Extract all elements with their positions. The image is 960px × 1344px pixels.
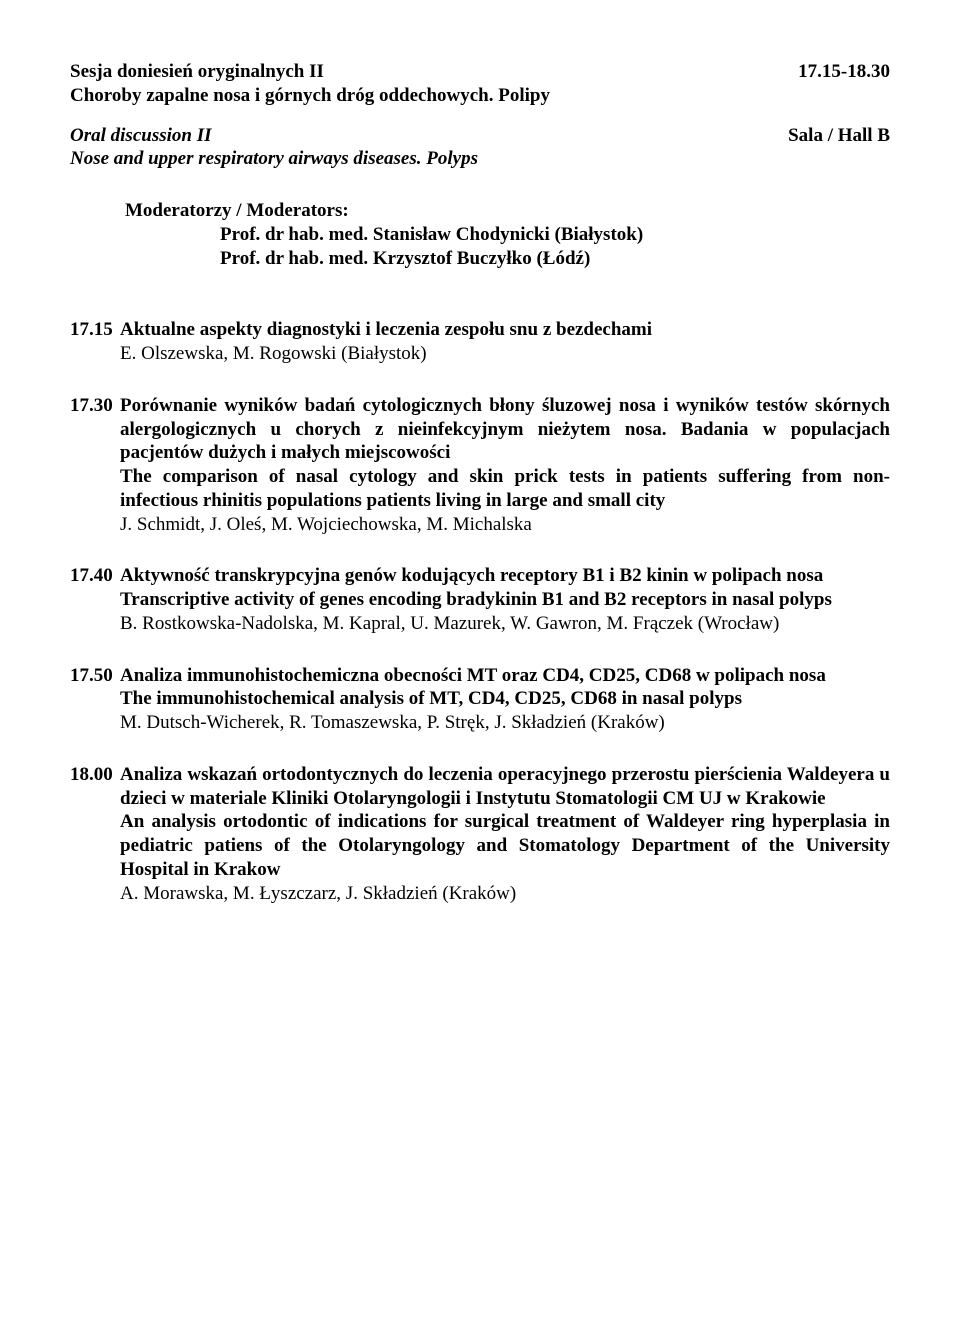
entry-authors: E. Olszewska, M. Rogowski (Białystok) [120, 343, 427, 364]
entry-title-pl: Porównanie wyników badań cytologicznych … [120, 395, 890, 464]
oral-label: Oral discussion II [70, 124, 212, 148]
moderators-block: Moderatorzy / Moderators: Prof. dr hab. … [125, 199, 890, 270]
session-subtitle-en: Nose and upper respiratory airways disea… [70, 147, 890, 171]
entry-body: Aktywność transkrypcyjna genów kodującyc… [120, 564, 890, 635]
entry-title-pl: Analiza immunohistochemiczna obecności M… [120, 665, 826, 686]
hall-label: Sala / Hall B [788, 124, 890, 148]
entry-authors: M. Dutsch-Wicherek, R. Tomaszewska, P. S… [120, 712, 665, 733]
moderator-2: Prof. dr hab. med. Krzysztof Buczyłko (Ł… [220, 247, 890, 271]
session-header: Sesja doniesień oryginalnych II 17.15-18… [70, 60, 890, 84]
schedule-entry: 17.15 Aktualne aspekty diagnostyki i lec… [70, 318, 890, 366]
entry-time: 18.00 [70, 763, 120, 906]
entry-title-pl: Aktualne aspekty diagnostyki i leczenia … [120, 319, 652, 340]
entry-title-en: Transcriptive activity of genes encoding… [120, 589, 832, 610]
entry-time: 17.50 [70, 664, 120, 735]
schedule-entry: 17.50 Analiza immunohistochemiczna obecn… [70, 664, 890, 735]
entry-title-en: The immunohistochemical analysis of MT, … [120, 688, 742, 709]
entry-body: Analiza wskazań ortodontycznych do lecze… [120, 763, 890, 906]
entry-title-en: An analysis ortodontic of indications fo… [120, 811, 890, 880]
oral-header: Oral discussion II Sala / Hall B [70, 124, 890, 148]
moderator-1: Prof. dr hab. med. Stanisław Chodynicki … [220, 223, 890, 247]
session-subtitle-pl: Choroby zapalne nosa i górnych dróg odde… [70, 84, 890, 108]
entry-authors: J. Schmidt, J. Oleś, M. Wojciechowska, M… [120, 514, 532, 535]
entry-title-en: The comparison of nasal cytology and ski… [120, 466, 890, 511]
schedule-entry: 17.40 Aktywność transkrypcyjna genów kod… [70, 564, 890, 635]
entry-title-pl: Aktywność transkrypcyjna genów kodującyc… [120, 565, 823, 586]
entry-body: Analiza immunohistochemiczna obecności M… [120, 664, 890, 735]
entry-body: Porównanie wyników badań cytologicznych … [120, 394, 890, 537]
entry-time: 17.15 [70, 318, 120, 366]
session-title: Sesja doniesień oryginalnych II [70, 60, 324, 84]
entry-title-pl: Analiza wskazań ortodontycznych do lecze… [120, 764, 890, 809]
schedule-entry: 18.00 Analiza wskazań ortodontycznych do… [70, 763, 890, 906]
schedule-entry: 17.30 Porównanie wyników badań cytologic… [70, 394, 890, 537]
moderators-label: Moderatorzy / Moderators: [125, 199, 890, 223]
entry-time: 17.40 [70, 564, 120, 635]
session-time: 17.15-18.30 [798, 60, 890, 84]
entry-body: Aktualne aspekty diagnostyki i leczenia … [120, 318, 890, 366]
entry-authors: A. Morawska, M. Łyszczarz, J. Składzień … [120, 883, 516, 904]
entry-time: 17.30 [70, 394, 120, 537]
entry-authors: B. Rostkowska-Nadolska, M. Kapral, U. Ma… [120, 613, 779, 634]
